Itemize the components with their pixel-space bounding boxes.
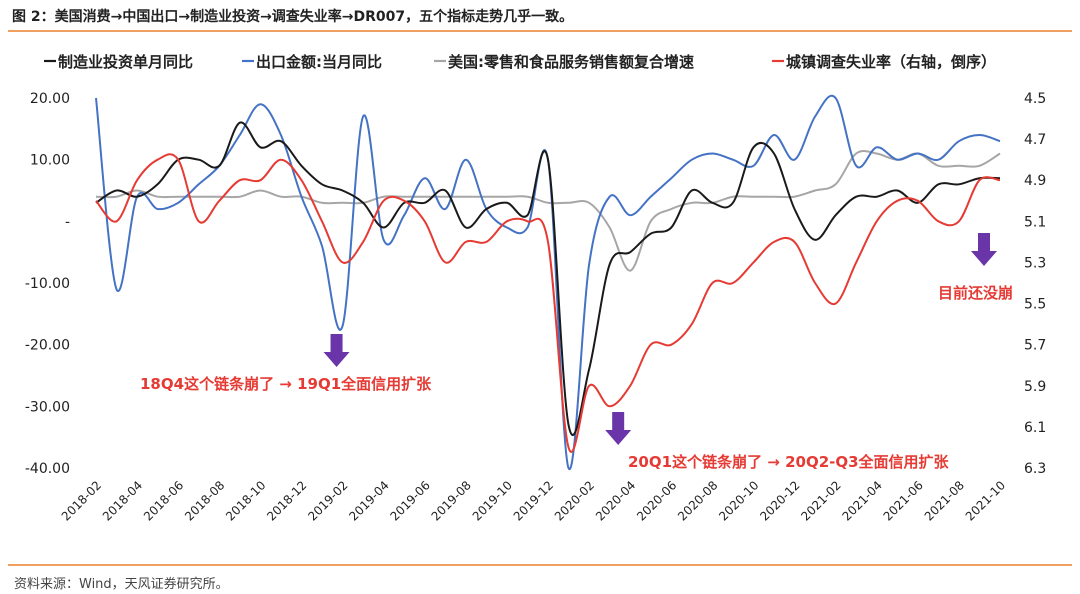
right-tick-label: 6.3	[1024, 461, 1046, 477]
x-tick-label: 2021-04	[839, 478, 884, 523]
x-tick-label: 2018-08	[182, 478, 227, 523]
legend-label: 制造业投资单月同比	[58, 53, 193, 71]
x-tick-label: 2020-08	[675, 478, 720, 523]
x-tick-label: 2020-12	[757, 478, 802, 523]
series-lines	[95, 94, 1001, 471]
x-tick-label: 2021-10	[963, 478, 1008, 523]
combined-line-chart: 制造业投资单月同比 出口金额:当月同比 美国:零售和食品服务销售额复合增速 城镇调查失…	[25, 53, 1046, 524]
figure-title: 图 2：美国消费→中国出口→制造业投资→调查失业率→DR007，五个指标走势几乎…	[12, 9, 574, 25]
x-tick-label: 2018-10	[223, 478, 268, 523]
x-tick-label: 2019-06	[387, 478, 432, 523]
x-tick-label: 2019-04	[346, 478, 391, 523]
annotation-text: 目前还没崩	[938, 284, 1013, 302]
right-tick-label: 5.5	[1024, 297, 1046, 313]
x-axis: 2018-022018-042018-062018-082018-102018-…	[59, 478, 1008, 523]
annotation-text: 20Q1这个链条崩了 → 20Q2-Q3全面信用扩张	[628, 453, 950, 471]
x-tick-label: 2019-08	[429, 478, 474, 523]
down-arrow-icon	[605, 412, 632, 445]
right-tick-label: 4.9	[1024, 173, 1046, 189]
left-tick-label: -	[65, 214, 70, 230]
right-tick-label: 4.5	[1024, 91, 1046, 107]
right-tick-label: 5.1	[1024, 214, 1046, 230]
right-tick-label: 5.9	[1024, 379, 1046, 395]
left-tick-label: -30.00	[25, 399, 70, 415]
us-retail-sales-line	[95, 149, 1001, 272]
x-tick-label: 2018-06	[141, 478, 186, 523]
left-tick-label: 20.00	[30, 91, 70, 107]
legend-label: 城镇调查失业率（右轴，倒序）	[786, 53, 996, 71]
right-tick-label: 5.7	[1024, 338, 1046, 354]
x-tick-label: 2018-12	[264, 478, 309, 523]
x-tick-label: 2019-02	[305, 478, 350, 523]
bottom-divider	[8, 564, 1072, 566]
right-tick-label: 4.7	[1024, 132, 1046, 148]
manufacturing-investment-line	[95, 121, 1001, 436]
top-divider	[8, 30, 1072, 32]
source-note: 资料来源：Wind，天风证券研究所。	[14, 577, 229, 592]
x-tick-label: 2019-12	[511, 478, 556, 523]
x-tick-label: 2021-08	[922, 478, 967, 523]
x-tick-label: 2020-04	[593, 478, 638, 523]
left-tick-label: -10.00	[25, 276, 70, 292]
x-tick-label: 2018-02	[59, 478, 104, 523]
annotation-text: 18Q4这个链条崩了 → 19Q1全面信用扩张	[140, 375, 432, 393]
left-tick-label: -20.00	[25, 338, 70, 354]
legend-label: 美国:零售和食品服务销售额复合增速	[448, 53, 694, 71]
chart-legend: 制造业投资单月同比 出口金额:当月同比 美国:零售和食品服务销售额复合增速 城镇调查失…	[44, 53, 996, 71]
right-tick-label: 5.3	[1024, 255, 1046, 271]
x-tick-label: 2021-02	[798, 478, 843, 523]
x-tick-label: 2020-02	[552, 478, 597, 523]
left-tick-label: -40.00	[25, 461, 70, 477]
left-tick-label: 10.00	[30, 153, 70, 169]
x-tick-label: 2020-06	[634, 478, 679, 523]
x-tick-label: 2021-06	[881, 478, 926, 523]
chart-annotations: 18Q4这个链条崩了 → 19Q1全面信用扩张 20Q1这个链条崩了 → 20Q2…	[140, 233, 1013, 471]
legend-label: 出口金额:当月同比	[256, 53, 382, 71]
right-tick-label: 6.1	[1024, 420, 1046, 436]
x-tick-label: 2019-10	[470, 478, 515, 523]
x-tick-label: 2020-10	[716, 478, 761, 523]
down-arrow-icon	[323, 334, 350, 367]
x-tick-label: 2018-04	[100, 478, 145, 523]
left-y-axis: 20.00 10.00 - -10.00 -20.00 -30.00 -40.00	[25, 91, 70, 477]
unemployment-rate-line	[95, 153, 1001, 453]
down-arrow-icon	[971, 233, 997, 266]
right-y-axis: 4.5 4.7 4.9 5.1 5.3 5.5 5.7 5.9 6.1 6.3	[1024, 91, 1046, 477]
